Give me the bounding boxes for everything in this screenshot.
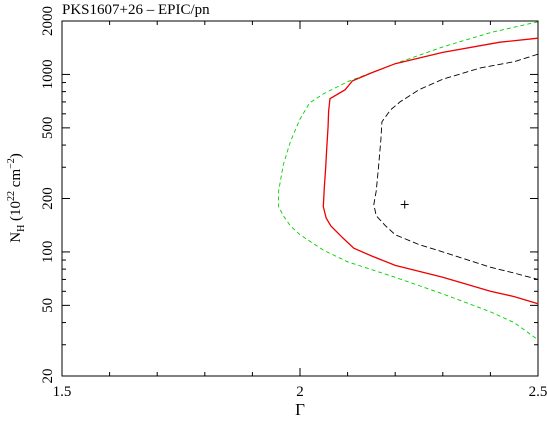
y-axis-label-sub: H [16,225,27,232]
axis-tick-labels: 1.5 2 2.5 20 50 100 200 500 1000 2000 [40,6,547,400]
y-axis-label-mid2: cm [8,169,24,191]
y-axis-label: NH (1022 cm−2) [6,153,27,243]
y-tick-label: 50 [40,298,56,313]
chart-title: PKS1607+26 – EPIC/pn [62,2,210,18]
y-axis-label-sup1: 22 [6,191,17,201]
y-axis-label-prefix: N [8,232,24,243]
x-axis-label: Γ [295,400,305,419]
y-tick-label: 500 [40,117,56,139]
contour-line-2 [322,37,539,305]
contour-lines [278,21,539,341]
y-axis-label-sup2: −2 [6,158,17,169]
contour-line-3 [373,53,539,280]
y-axis-label-mid: (10 [8,201,24,225]
y-axis-label-suffix: ) [8,153,24,158]
plot-frame [61,20,539,377]
x-tick-label: 1.5 [53,384,72,400]
y-tick-label: 20 [40,369,56,384]
y-tick-label: 1000 [40,59,56,89]
x-tick-label: 2 [296,384,304,400]
x-tick-label: 2.5 [529,384,547,400]
y-tick-label: 100 [40,241,56,264]
y-tick-label: 200 [40,187,56,210]
contour-line-1 [278,21,539,341]
y-tick-label: 2000 [40,6,56,36]
best-fit-marker [400,200,409,209]
axis-ticks [61,20,539,377]
